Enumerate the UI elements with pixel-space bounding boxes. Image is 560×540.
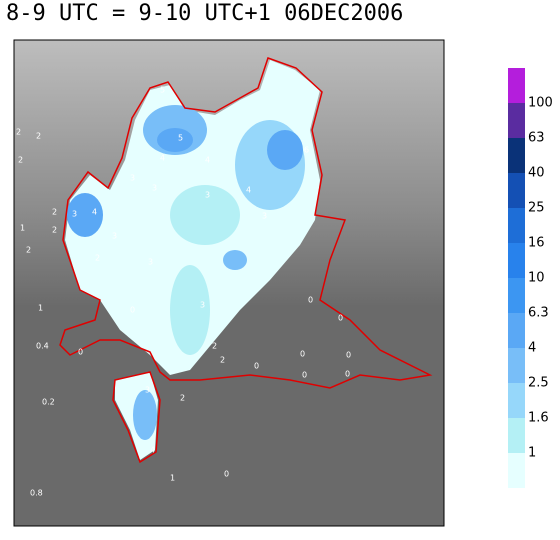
station-value: 5 [178, 134, 183, 143]
colorbar-band [508, 103, 525, 138]
region-boundary [59, 57, 433, 389]
station-value: 3 [205, 191, 210, 200]
colorbar-label: 4 [528, 341, 536, 356]
station-value: 3 [262, 212, 267, 221]
station-value: 0 [346, 351, 351, 360]
colorbar-band [508, 348, 525, 383]
station-value: 2 [52, 208, 57, 217]
station-value: 0 [345, 370, 350, 379]
station-value: 0 [300, 350, 305, 359]
colorbar: 1 1.6 2.5 4 6.3 10 16 25 40 63 100 [508, 68, 553, 488]
station-value: 4 [205, 156, 210, 165]
station-value: 4 [92, 208, 97, 217]
station-value: 0.2 [42, 398, 55, 407]
colorbar-band [508, 313, 525, 348]
station-value: 1 [38, 304, 43, 313]
colorbar-band [508, 208, 525, 243]
station-value: 0 [78, 348, 83, 357]
station-value: 2 [18, 156, 23, 165]
station-value: 3 [72, 210, 77, 219]
colorbar-label: 6.3 [528, 306, 549, 321]
colorbar-label: 63 [528, 131, 545, 146]
colorbar-band [508, 243, 525, 278]
colorbar-label: 16 [528, 236, 545, 251]
colorbar-band [508, 138, 525, 173]
colorbar-band [508, 383, 525, 418]
colorbar-band [508, 173, 525, 208]
station-value: 4 [150, 446, 155, 455]
station-value: 0 [130, 306, 135, 315]
colorbar-label: 10 [528, 271, 545, 286]
station-value: 3 [200, 301, 205, 310]
colorbar-label: 1.6 [528, 411, 549, 426]
colorbar-label: 40 [528, 166, 545, 181]
precip-field [65, 60, 320, 460]
station-value: 6 [304, 146, 309, 155]
station-value: 0 [308, 296, 313, 305]
station-value: 0 [254, 362, 259, 371]
station-value: 2 [26, 246, 31, 255]
station-value: 3 [130, 174, 135, 183]
title: 8-9 UTC = 9-10 UTC+1 06DEC2006 [6, 1, 403, 26]
station-value: 2 [220, 356, 225, 365]
station-value: 2 [16, 128, 21, 137]
colorbar-band [508, 453, 525, 488]
station-value: 2 [180, 394, 185, 403]
station-value: 0 [224, 470, 229, 479]
station-value: 0.4 [36, 342, 49, 351]
region-boundary [112, 371, 161, 464]
station-value: 4 [246, 186, 251, 195]
station-value: 2 [95, 254, 100, 263]
station-value: 3 [152, 184, 157, 193]
colorbar-label: 100 [528, 96, 553, 111]
colorbar-label: 1 [528, 446, 536, 461]
station-value: 1 [20, 224, 25, 233]
station-value: 4 [160, 154, 165, 163]
station-value: 0 [302, 371, 307, 380]
station-value: 0.8 [30, 489, 43, 498]
station-value: 0 [338, 314, 343, 323]
station-value: 5 [160, 86, 165, 95]
colorbar-band [508, 68, 525, 103]
station-value: 2 [52, 226, 57, 235]
station-value: 2 [212, 342, 217, 351]
colorbar-band [508, 418, 525, 453]
station-value: 2 [36, 132, 41, 141]
station-value: 3 [145, 386, 150, 395]
station-value: 3 [112, 232, 117, 241]
station-value: 1 [170, 474, 175, 483]
colorbar-label: 25 [528, 201, 545, 216]
colorbar-label: 2.5 [528, 376, 549, 391]
colorbar-band [508, 278, 525, 313]
station-value: 3 [148, 258, 153, 267]
